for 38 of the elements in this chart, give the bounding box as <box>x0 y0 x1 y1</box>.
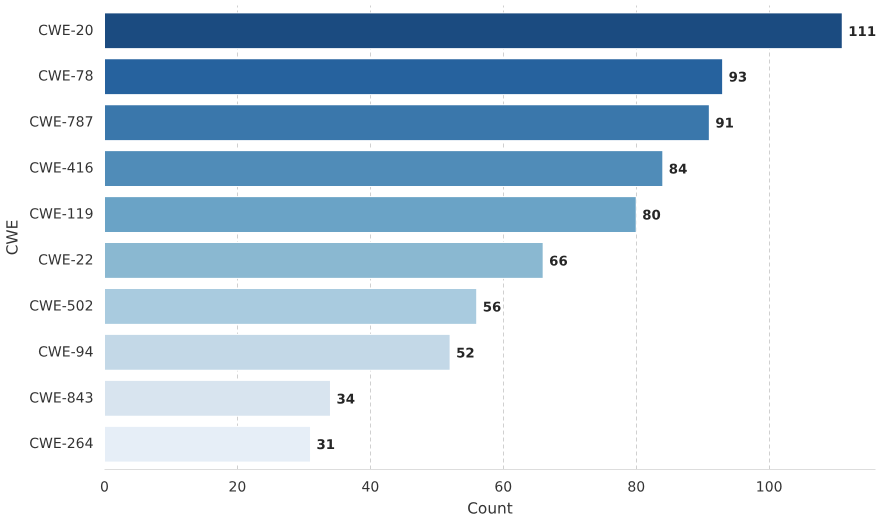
y-tick-label: CWE-94 <box>38 344 94 360</box>
bar <box>104 426 312 463</box>
bar <box>104 196 637 233</box>
bar <box>104 12 843 50</box>
data-label: 84 <box>668 162 688 178</box>
bar <box>104 104 710 142</box>
y-tick-label: CWE-843 <box>29 390 94 406</box>
bar <box>104 242 544 279</box>
y-tick-label: CWE-787 <box>29 114 94 131</box>
data-label: 80 <box>642 208 661 224</box>
bar <box>104 380 331 417</box>
bar <box>104 58 724 96</box>
y-tick-label: CWE-502 <box>29 298 94 314</box>
x-tick-label: 80 <box>627 480 646 496</box>
data-label: 34 <box>336 392 356 408</box>
bar <box>104 150 664 188</box>
x-tick-label: 100 <box>756 480 783 496</box>
x-tick-label: 40 <box>361 480 380 496</box>
y-tick-label: CWE-264 <box>29 436 94 452</box>
y-tick-label: CWE-22 <box>38 252 94 268</box>
y-tick-label: CWE-416 <box>29 160 94 177</box>
bar <box>104 334 451 371</box>
y-tick-label: CWE-78 <box>38 68 94 85</box>
y-tick-label: CWE-119 <box>29 206 94 223</box>
x-tick-label: 0 <box>100 480 109 496</box>
data-label: 31 <box>316 438 336 454</box>
data-label: 66 <box>549 254 568 270</box>
data-label: 91 <box>715 116 734 132</box>
data-label: 56 <box>482 300 502 316</box>
data-label: 93 <box>728 70 748 86</box>
data-label: 52 <box>456 346 475 362</box>
bar <box>104 288 478 325</box>
data-label: 111 <box>848 24 876 40</box>
x-tick-label: 20 <box>228 480 246 496</box>
y-tick-label: CWE-20 <box>38 22 94 39</box>
x-tick-label: 60 <box>494 480 512 496</box>
y-axis-title: CWE <box>3 220 22 256</box>
x-axis-title: Count <box>467 500 513 518</box>
